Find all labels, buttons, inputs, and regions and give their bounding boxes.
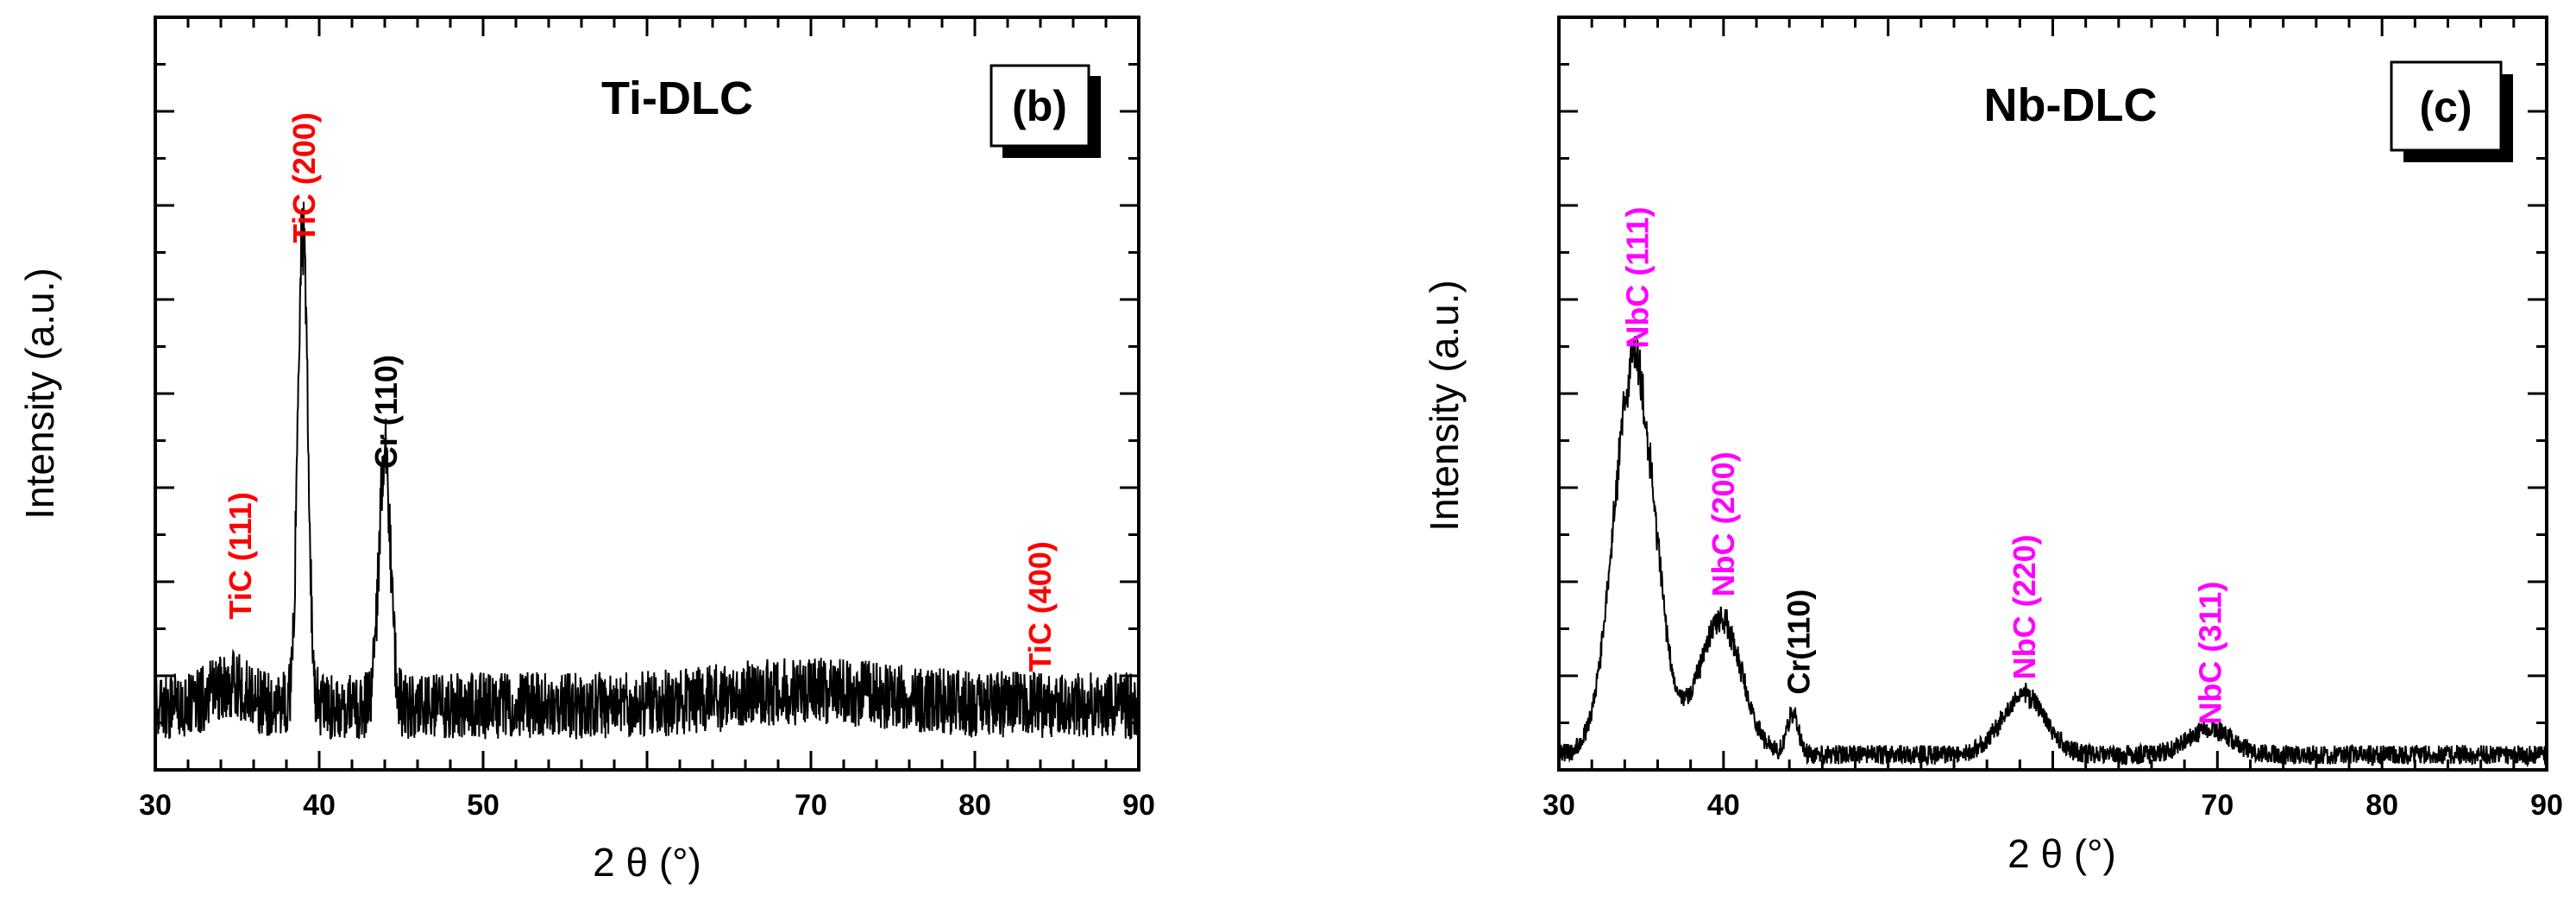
x-tick-label: 40 [1707,789,1740,822]
x-tick-labels-ti-dlc: 30 40 50 70 80 90 [139,789,1155,822]
peak-label: TiC (400) [1022,541,1058,671]
series-line-ti-dlc [154,201,1140,740]
x-tick-label: 90 [2530,789,2563,822]
series-line-nb-dlc [1558,336,2548,768]
peak-annotations-ti-dlc: TiC (111) TiC (200) Cr (110) TiC (400) [223,112,1058,671]
x-tick-label: 90 [1122,789,1155,822]
x-tick-label: 30 [1542,789,1575,822]
peak-label: NbC (220) [2007,534,2042,679]
panel-tag-b: (b) [990,64,1101,158]
x-tick-label: 70 [795,789,827,822]
peak-label: NbC (311) [2193,582,2228,725]
x-tick-label: 40 [303,789,336,822]
chart-title-ti-dlc: Ti-DLC [601,72,753,124]
peak-label: TiC (200) [286,112,322,243]
panel-tag-c-text: (c) [2419,83,2472,131]
peak-label: TiC (111) [223,492,258,619]
peak-label: NbC (200) [1706,451,1741,596]
panel-tag-b-text: (b) [1012,82,1067,130]
axis-ticks-ti-dlc [154,16,1140,772]
x-tick-label: 80 [958,789,991,822]
peak-label: Cr(110) [1781,589,1817,695]
panel-nb-dlc: 30 40 70 80 90 NbC (111)NbC (200)Cr(110) NbC … [1422,16,2563,876]
y-axis-title-nb-dlc: Intensity (a.u.) [1422,280,1467,531]
x-tick-label: 70 [2201,789,2234,822]
chart-title-nb-dlc: Nb-DLC [1984,79,2158,131]
peak-annotations-nb-dlc: NbC (111) NbC (200) Cr(110) NbC (220) NbC (3… [1620,207,2228,725]
x-tick-labels-nb-dlc: 30 40 70 80 90 [1542,789,2563,822]
peak-label: Cr (110) [368,355,404,469]
x-tick-label: 30 [139,789,172,822]
x-axis-title-ti-dlc: 2 θ (°) [593,840,701,885]
x-tick-label: 80 [2366,789,2398,822]
panel-tag-c: (c) [2390,60,2513,162]
panel-ti-dlc: 30 40 50 70 80 90 TiC (111)TiC (200)Cr (110)T… [17,16,1155,885]
peak-label: NbC (111) [1620,207,1656,349]
x-tick-label: 50 [467,789,499,822]
x-axis-title-nb-dlc: 2 θ (°) [2007,831,2116,876]
y-axis-title-ti-dlc: Intensity (a.u.) [17,268,62,519]
